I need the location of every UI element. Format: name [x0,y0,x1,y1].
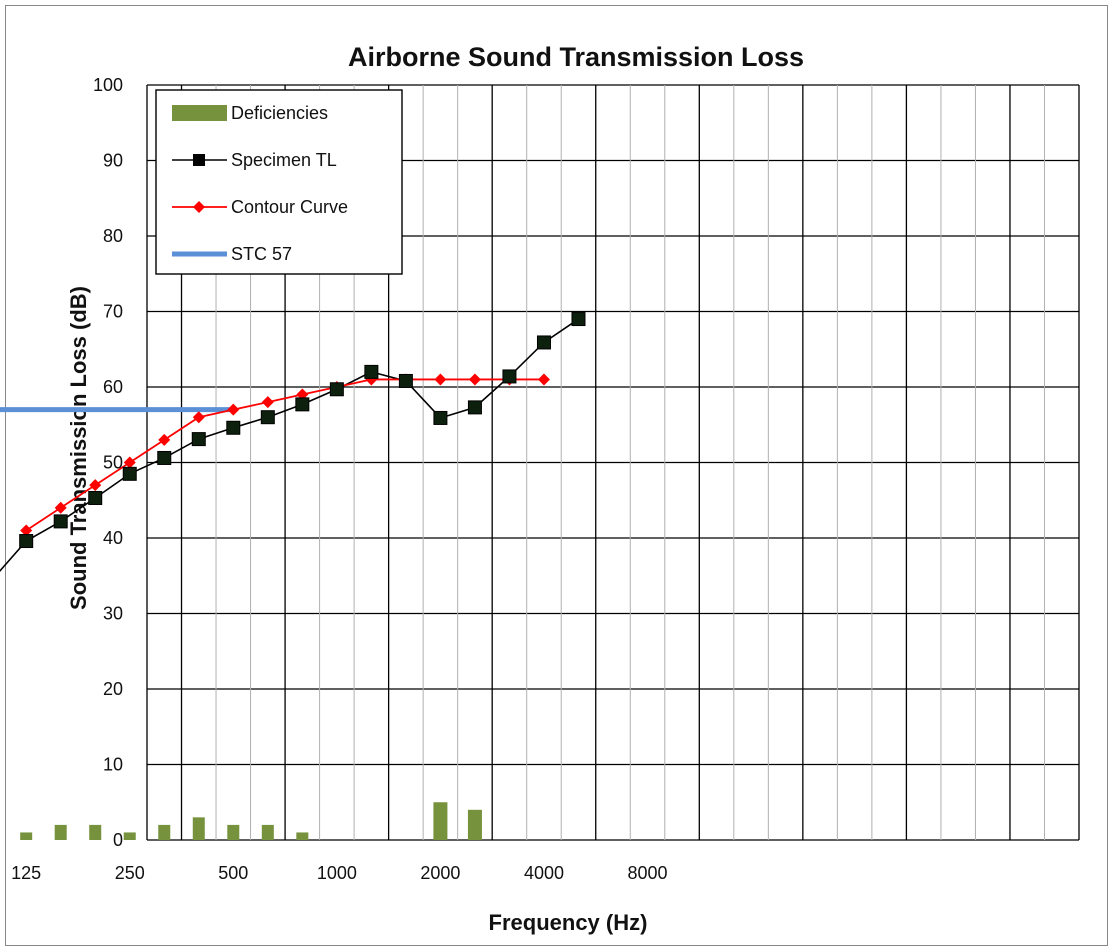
legend-box [155,89,403,275]
contour-marker [227,403,240,416]
x-tick-label: 2000 [420,863,460,883]
contour-marker [261,396,274,409]
y-tick-label: 90 [103,151,123,171]
specimen-marker [502,369,517,384]
legend-label-specimen: Specimen TL [231,150,337,170]
deficiency-bar [296,832,309,840]
specimen-marker [226,420,241,435]
deficiency-bar [261,824,274,840]
contour-marker [434,373,447,386]
deficiency-bar [123,832,136,840]
y-tick-label: 20 [103,679,123,699]
x-tick-label: 8000 [627,863,667,883]
specimen-marker [329,382,344,397]
y-tick-label: 80 [103,226,123,246]
contour-line [25,378,544,532]
deficiency-bar [192,817,205,840]
contour-marker [89,479,102,492]
x-tick-label: 1000 [317,863,357,883]
contour-marker [158,433,171,446]
specimen-marker [191,432,206,447]
specimen-marker [571,312,586,327]
y-tick-label: 30 [103,604,123,624]
deficiency-bar [20,832,33,840]
contour-marker [192,411,205,424]
specimen-marker [398,373,413,388]
specimen-marker [53,514,68,529]
deficiency-bar [227,824,240,840]
deficiency-bar [158,824,171,840]
specimen-marker [295,397,310,412]
y-tick-label: 100 [93,75,123,95]
y-tick-label: 0 [113,830,123,850]
x-axis-title: Frequency (Hz) [489,910,648,935]
specimen-marker [433,410,448,425]
legend-square-marker [193,154,205,166]
contour-marker [468,373,481,386]
contour-marker [20,524,33,537]
legend-label-deficiencies: Deficiencies [231,103,328,123]
legend-diamond-marker [193,201,205,213]
x-tick-label: 4000 [524,863,564,883]
legend: Deficiencies Specimen TL Contour Curve STC … [155,89,403,275]
series-markers [19,312,586,549]
chart-title: Airborne Sound Transmission Loss [348,42,804,72]
specimen-marker [364,364,379,379]
contour-marker [54,501,67,514]
y-tick-label: 10 [103,755,123,775]
contour-marker [537,373,550,386]
y-tick-label: 60 [103,377,123,397]
deficiency-bar [467,809,482,840]
legend-bar-swatch [172,105,227,121]
chart-frame [5,5,1108,946]
deficiency-bar [54,824,67,840]
deficiency-bar [89,824,102,840]
legend-label-stc: STC 57 [231,244,292,264]
specimen-marker [536,335,551,350]
specimen-marker [122,466,137,481]
specimen-marker [467,400,482,415]
x-tick-label: 125 [11,863,41,883]
deficiency-bar [433,802,448,840]
specimen-marker [88,490,103,505]
contour-marker [123,456,136,469]
y-tick-label: 50 [103,453,123,473]
y-tick-labels: 0 10 20 30 40 50 60 70 80 90 100 [93,75,123,850]
y-axis-title: Sound Transmission Loss (dB) [66,286,91,610]
y-tick-label: 40 [103,528,123,548]
x-tick-labels: 31.5631252505001000200040008000 [11,863,667,883]
x-tick-label: 500 [218,863,248,883]
specimen-marker [19,534,34,549]
specimen-marker [260,410,275,425]
y-tick-label: 70 [103,302,123,322]
x-tick-label: 250 [115,863,145,883]
deficiency-bars [20,802,482,840]
specimen-marker [157,450,172,465]
legend-label-contour: Contour Curve [231,197,348,217]
